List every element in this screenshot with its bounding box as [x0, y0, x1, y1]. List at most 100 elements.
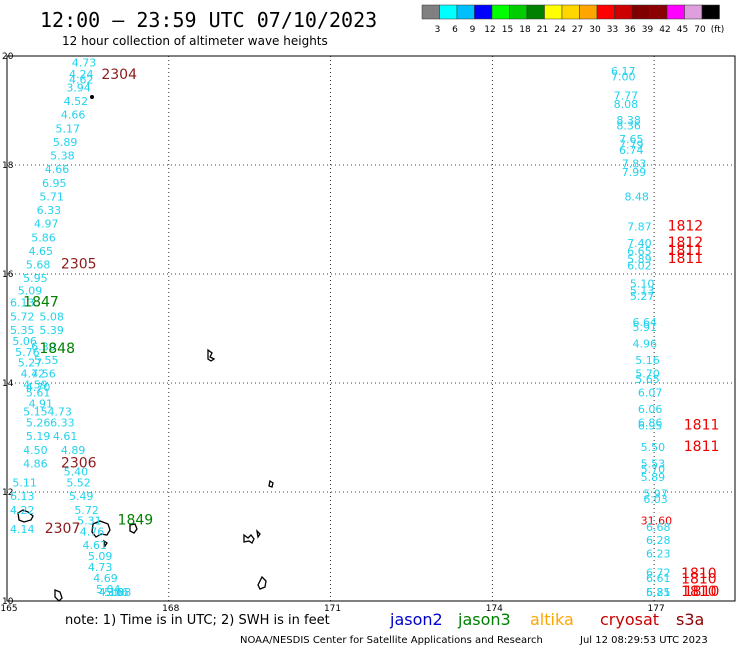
swh-value: 4.56 — [31, 368, 56, 381]
time-label: 1811 — [684, 439, 720, 455]
scale-label: 70 — [694, 25, 706, 35]
swh-value: 6.33 — [50, 417, 75, 430]
swh-value: 4.16 — [99, 586, 124, 599]
lat-tick-label: 18 — [2, 161, 14, 171]
swh-value: 5.55 — [34, 354, 59, 367]
swh-value: 6.95 — [638, 419, 663, 432]
scale-swatch — [561, 4, 580, 20]
swh-value: 8.38 — [616, 114, 641, 127]
swh-value: 5.72 — [10, 310, 35, 323]
swh-value: 5.27 — [630, 290, 655, 303]
swh-value: 6.25 — [646, 586, 671, 599]
swh-value: 6.03 — [643, 493, 668, 506]
swh-value: 5.61 — [26, 387, 51, 400]
swh-value: 8.08 — [614, 98, 639, 111]
time-label: 2304 — [101, 67, 137, 83]
swh-value: 5.68 — [26, 259, 51, 272]
swh-value: 8.48 — [624, 190, 649, 203]
island-ebon — [243, 533, 255, 544]
swh-value: 4.65 — [29, 245, 54, 258]
scale-swatch — [579, 4, 598, 20]
swh-value: 6.06 — [638, 403, 663, 416]
swh-labels: 4.734.244.62 23043.944.524.665.175.895.38… — [10, 56, 719, 600]
swh-value: 5.97 — [643, 487, 668, 500]
scale-label: 42 — [659, 25, 670, 35]
scale-label: 45 — [677, 25, 688, 35]
time-label: 1810 — [681, 566, 717, 582]
swh-value: 4.73 — [88, 561, 113, 574]
time-label: 2305 — [61, 257, 97, 273]
swh-value: 4.89 — [61, 444, 86, 457]
lat-tick-label: 12 — [2, 488, 13, 498]
legend-jason2: jason2 — [389, 610, 443, 629]
swh-value: 4.76 — [80, 526, 105, 539]
lon-tick-label: 168 — [162, 604, 179, 614]
swh-value: 4.52 — [64, 95, 89, 108]
scale-swatch — [614, 4, 633, 20]
swh-value: 5.49 — [69, 490, 94, 503]
swh-value: 6.68 — [646, 521, 671, 534]
swh-value: 6.07 — [638, 387, 663, 400]
swh-value: 6.28 — [646, 534, 671, 547]
lon-tick-label: 177 — [648, 604, 665, 614]
island-wake — [207, 348, 216, 362]
swh-value: 5.17 — [56, 122, 81, 135]
scale-label: 39 — [642, 25, 654, 35]
scale-label: 6 — [452, 25, 458, 35]
island-arno — [256, 529, 261, 539]
swh-value: 7.65 — [619, 133, 644, 146]
swh-value: 31.60 — [641, 515, 673, 528]
swh-value: 5.89 — [641, 471, 666, 484]
swh-value: 7.87 — [627, 220, 652, 233]
scale-label: 15 — [502, 25, 513, 35]
swh-value: 6.02 — [627, 260, 652, 273]
scale-label: 9 — [470, 25, 476, 35]
swh-value: 5.65 — [635, 373, 660, 386]
swh-value: 5.71 — [39, 190, 64, 203]
swh-value: 5.09 — [18, 285, 43, 298]
swh-value: 5.13 — [630, 285, 655, 298]
swh-value: 5.52 — [66, 477, 91, 490]
scale-label: 30 — [589, 25, 601, 35]
island-enewetak — [268, 479, 274, 488]
axis-tick-labels: 165 168 171 174 177 20 18 16 14 12 10 — [0, 52, 664, 614]
swh-value: 6.33 — [37, 204, 62, 217]
swh-value: 5.35 — [10, 324, 35, 337]
swh-value: 6.13 — [10, 490, 35, 503]
swh-value: 7.00 — [611, 71, 636, 84]
island-majuro-b — [129, 523, 138, 534]
island-jaluit — [103, 539, 108, 548]
swh-value: 5.11 — [12, 477, 37, 490]
swh-value: 5.89 — [627, 253, 652, 266]
swh-value: 5.38 — [50, 150, 75, 163]
island-dot — [90, 95, 94, 99]
swh-value: 5.70 — [641, 463, 666, 476]
lon-tick-label: 174 — [486, 604, 503, 614]
swh-value: 4.73 — [47, 406, 72, 419]
scale-swatch — [491, 4, 510, 20]
scale-label: 3 — [435, 25, 441, 35]
scale-swatch — [544, 4, 563, 20]
swh-value: 5.19 — [26, 430, 51, 443]
page-title: 12:00 — 23:59 UTC 07/10/2023 — [40, 8, 377, 32]
swh-value: 7.99 — [622, 166, 647, 179]
scale-swatch — [649, 4, 668, 20]
swh-value: 5.72 — [74, 504, 99, 517]
time-label: 1810 — [681, 584, 717, 600]
legend-altika: altika — [530, 610, 574, 629]
scale-swatch — [456, 4, 475, 20]
swh-value: 4.62 — [69, 73, 94, 86]
page-subtitle: 12 hour collection of altimeter wave hei… — [62, 34, 328, 48]
swh-value: 5.95 — [23, 272, 48, 285]
time-label: 1847 — [23, 295, 59, 311]
scale-label: 36 — [624, 25, 636, 35]
swh-value: 7.77 — [614, 90, 639, 103]
swh-value: 5.26 — [26, 417, 51, 430]
swh-value: 5.91 — [633, 321, 658, 334]
swh-value: 4.66 — [61, 109, 86, 122]
swh-value: 3.88 — [107, 586, 132, 599]
swh-value: 6.64 — [633, 316, 658, 329]
swh-value: 5.50 — [641, 441, 666, 454]
footer-timestamp: Jul 12 08:29:53 UTC 2023 — [579, 635, 708, 646]
